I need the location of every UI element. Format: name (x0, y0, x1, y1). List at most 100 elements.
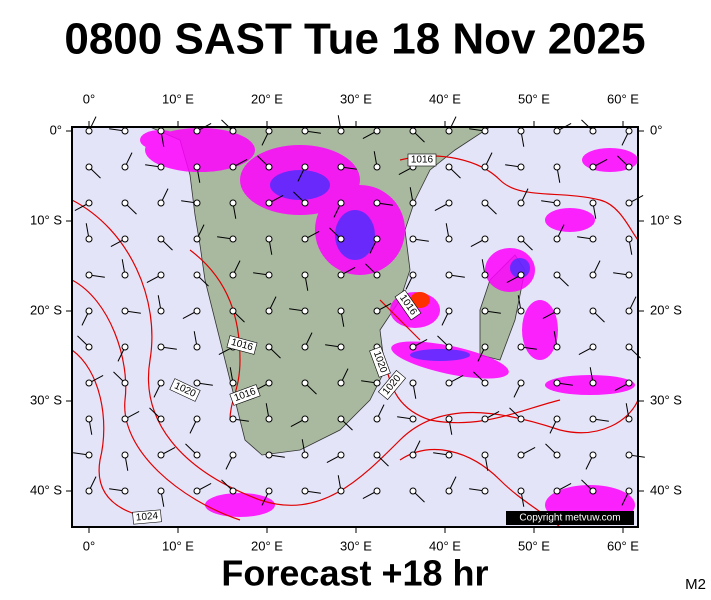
station (625, 343, 633, 351)
station (229, 379, 237, 387)
station (625, 415, 633, 423)
station (265, 343, 273, 351)
station (337, 271, 345, 279)
station (553, 307, 561, 315)
station (445, 451, 453, 459)
station (445, 271, 453, 279)
station (337, 487, 345, 495)
station (229, 199, 237, 207)
copyright: Copyright metvuw.com (519, 513, 620, 524)
lon-label: 30° E (340, 538, 372, 553)
station (517, 271, 525, 279)
station (589, 163, 597, 171)
isobar-label: 1016 (226, 335, 258, 355)
station (445, 307, 453, 315)
lon-label: 20° E (251, 91, 283, 106)
station (85, 271, 93, 279)
station (193, 235, 201, 243)
station (157, 487, 165, 495)
station (409, 271, 417, 279)
station (229, 235, 237, 243)
station (409, 451, 417, 459)
station (409, 127, 417, 135)
station (265, 487, 273, 495)
station (193, 163, 201, 171)
station (229, 127, 237, 135)
station (373, 379, 381, 387)
storm-core (410, 292, 430, 308)
lon-label: 40° E (429, 538, 461, 553)
station (265, 415, 273, 423)
station (625, 235, 633, 243)
lon-label: 30° E (340, 91, 372, 106)
station (337, 343, 345, 351)
station (229, 307, 237, 315)
station (121, 307, 129, 315)
station (517, 379, 525, 387)
station (193, 199, 201, 207)
station (553, 199, 561, 207)
station (157, 163, 165, 171)
station (445, 415, 453, 423)
isobar-label-box (169, 378, 201, 402)
station (157, 127, 165, 135)
station (553, 271, 561, 279)
station (265, 451, 273, 459)
isobar-label: 1024 (132, 509, 162, 525)
station (157, 415, 165, 423)
station (193, 127, 201, 135)
lon-label: 50° E (518, 538, 550, 553)
station (373, 127, 381, 135)
station (157, 379, 165, 387)
station (625, 199, 633, 207)
station (337, 199, 345, 207)
station (517, 343, 525, 351)
station (157, 235, 165, 243)
station (193, 379, 201, 387)
station (517, 199, 525, 207)
station (625, 487, 633, 495)
station (589, 235, 597, 243)
station (85, 379, 93, 387)
station (517, 307, 525, 315)
station (553, 415, 561, 423)
station (553, 235, 561, 243)
station (121, 199, 129, 207)
forecast-label: Forecast +18 hr (221, 553, 488, 594)
station (337, 415, 345, 423)
station (409, 235, 417, 243)
station (265, 379, 273, 387)
station (337, 163, 345, 171)
station (409, 199, 417, 207)
station (481, 271, 489, 279)
station (121, 451, 129, 459)
station (589, 343, 597, 351)
station (373, 451, 381, 459)
station (265, 163, 273, 171)
isobar-label-box (132, 509, 162, 525)
station (85, 163, 93, 171)
station (589, 487, 597, 495)
lon-label: 10° E (162, 91, 194, 106)
heavy-rain (270, 170, 530, 361)
station (121, 343, 129, 351)
station (445, 163, 453, 171)
station (517, 451, 525, 459)
station (265, 199, 273, 207)
lat-label: 40° S (30, 482, 62, 497)
station (85, 307, 93, 315)
station (301, 235, 309, 243)
station (121, 379, 129, 387)
station (481, 235, 489, 243)
station (445, 127, 453, 135)
station (229, 163, 237, 171)
station (301, 451, 309, 459)
station (121, 487, 129, 495)
station (481, 487, 489, 495)
station (85, 127, 93, 135)
station (445, 487, 453, 495)
station (445, 379, 453, 387)
station (229, 487, 237, 495)
station (625, 379, 633, 387)
station (85, 199, 93, 207)
